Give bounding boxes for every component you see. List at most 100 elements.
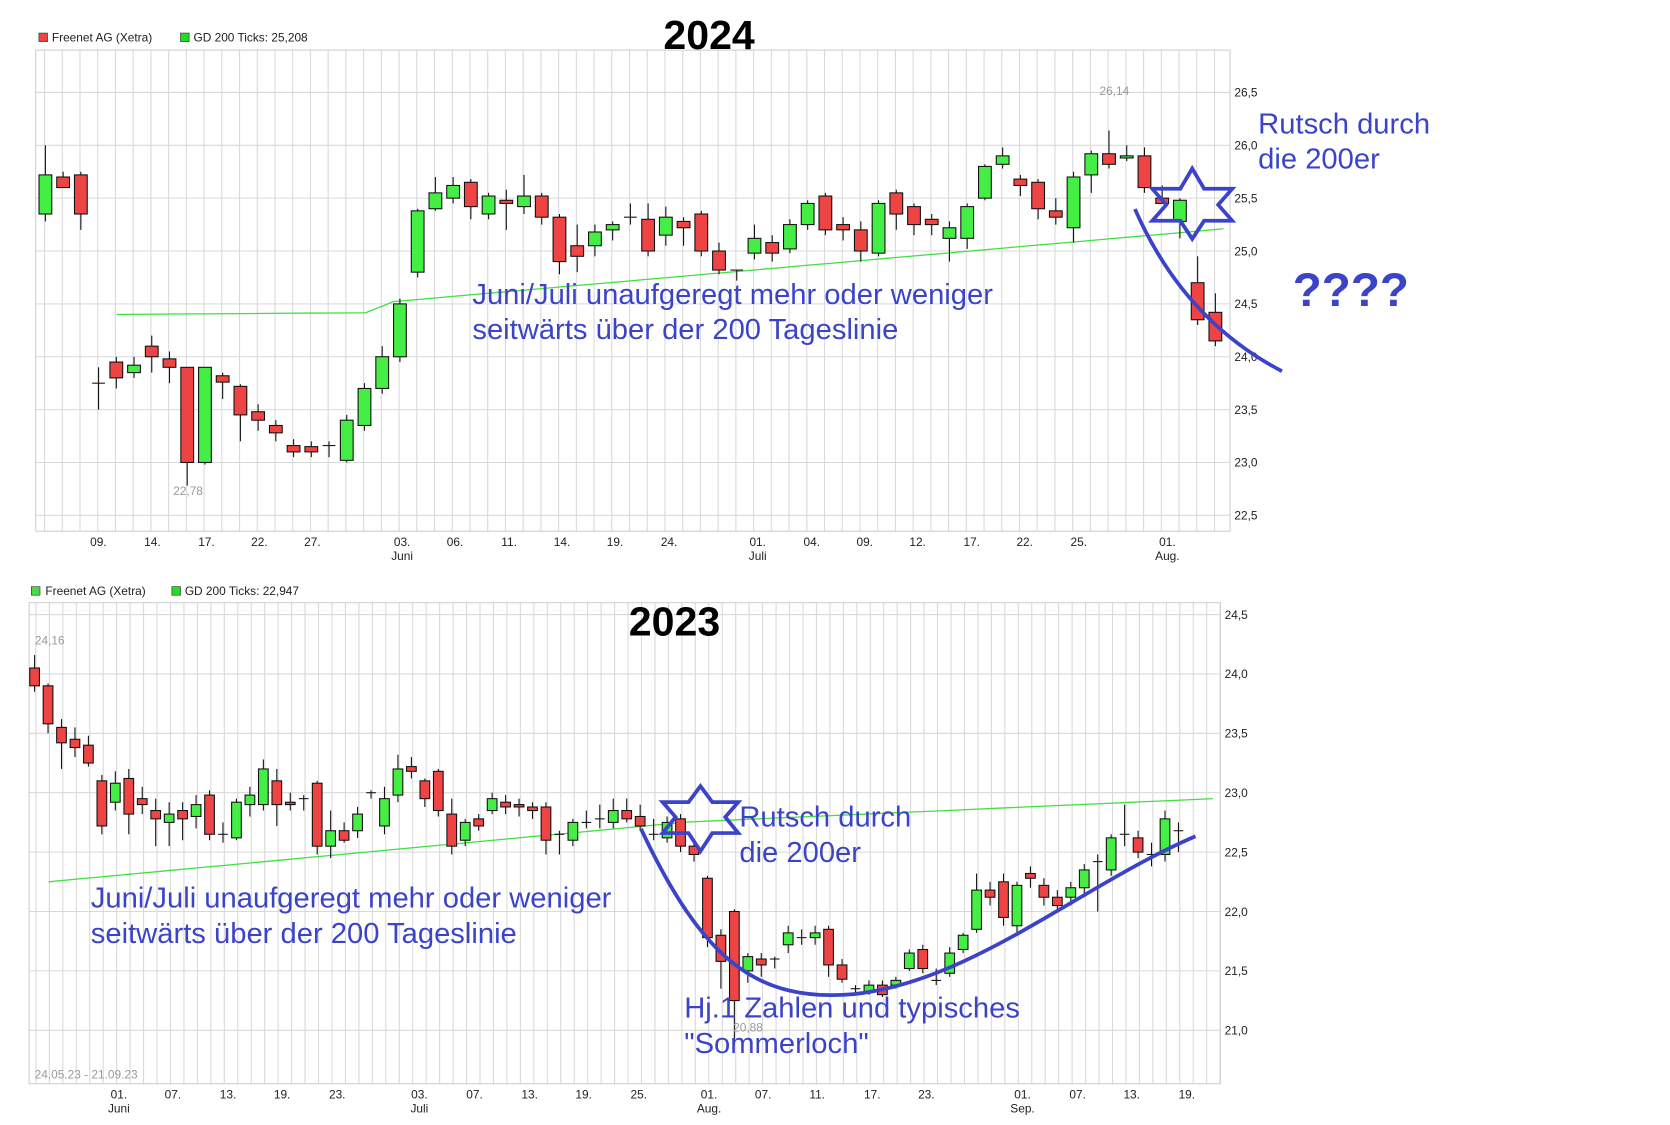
y-tick-label: 26,5 (1234, 86, 1258, 100)
candle-down (1031, 181, 1046, 210)
candle-down (641, 218, 656, 252)
candle-down (500, 801, 511, 808)
y-tick-label: 23,5 (1234, 403, 1258, 417)
candle-down (534, 195, 549, 218)
candle-up (658, 216, 673, 236)
candle-down (621, 810, 633, 820)
x-tick-label: 19. (575, 1088, 592, 1102)
candle-up (1159, 818, 1171, 856)
top-max-label: 26,14 (1100, 84, 1130, 98)
candle-down (150, 810, 162, 820)
x-tick-label: 09. (90, 535, 107, 549)
x-tick-label: 11. (501, 535, 517, 549)
bottom-chart: Freenet AG (Xetra) GD 200 Ticks: 22,947 … (28, 584, 1249, 1116)
candle-up (231, 801, 242, 839)
candle-down (853, 229, 868, 252)
candle-up (1119, 155, 1134, 159)
candle-down (1038, 884, 1050, 898)
candle-down (984, 889, 996, 898)
y-tick-label: 24,5 (1234, 297, 1258, 311)
candle-up (957, 934, 969, 951)
x-tick-label: 12. (909, 535, 926, 549)
x-tick-label: 25. (631, 1088, 648, 1102)
x-tick-label: 24. (661, 535, 678, 549)
candle-down (406, 766, 417, 772)
legend-swatch-green (31, 586, 41, 596)
bottom-max-label: 24,16 (35, 633, 65, 647)
candle-down (1051, 896, 1063, 907)
x-tick-label: 25. (1070, 535, 1087, 549)
candle-down (446, 813, 458, 847)
candle-up (428, 192, 443, 210)
top-question-marks: ???? (1293, 264, 1409, 317)
bottom-annotation-line2: seitwärts über der 200 Tageslinie (91, 918, 517, 950)
candle-up (588, 231, 602, 247)
bottom-annotation-line1: Juni/Juli unaufgeregt mehr oder weniger (91, 883, 612, 915)
y-tick-label: 25,0 (1234, 244, 1258, 258)
candle-down (1025, 872, 1036, 879)
y-tick-label: 25,5 (1234, 191, 1258, 205)
candle-up (446, 184, 461, 199)
candle-up (782, 932, 794, 946)
y-tick-label: 24,0 (1225, 667, 1249, 681)
candle-up (1078, 869, 1090, 889)
candle-down (338, 830, 350, 841)
top-min-label: 22,78 (173, 484, 203, 498)
bottom-hj1-line1: Hj.1 Zahlen und typisches (684, 993, 1020, 1025)
x-tick-label: 17. (198, 535, 215, 549)
x-tick-label: 19. (274, 1088, 291, 1102)
date-range-label: 24.05.23 - 21.09.23 (35, 1067, 138, 1081)
candle-down (755, 958, 767, 966)
top-drop-curve (1133, 208, 1283, 373)
month-label: Aug. (697, 1102, 721, 1116)
month-label: Sep. (1010, 1102, 1034, 1116)
x-tick-label: 13. (220, 1088, 237, 1102)
candle-up (783, 224, 797, 250)
x-tick-label: 01. (1014, 1088, 1031, 1102)
candle-down (702, 877, 713, 939)
candle-down (1013, 178, 1028, 186)
x-tick-label: 14. (554, 535, 571, 549)
month-label: Aug. (1155, 549, 1179, 563)
candle-up (38, 174, 53, 215)
candle-down (180, 366, 195, 464)
top-x-axis: 09. 14. 17. 22. 27. 03. 06. 11. 14. 19. 24. 01. 04. 0… (90, 535, 1179, 563)
bottom-legend: Freenet AG (Xetra) GD 200 Ticks: 22,947 (31, 584, 299, 598)
candle-up (607, 810, 619, 823)
x-tick-label: 04. (804, 535, 821, 549)
candle-down (56, 176, 71, 189)
bottom-ma200-line (48, 797, 1213, 883)
legend-gd200: GD 200 Ticks: 25,208 (193, 31, 308, 45)
candle-down (56, 726, 67, 744)
candle-down (42, 685, 54, 725)
candle-up (1084, 153, 1099, 176)
candle-down (304, 446, 319, 453)
candle-down (634, 815, 646, 827)
x-tick-label: 13. (521, 1088, 538, 1102)
x-tick-label: 23. (329, 1088, 346, 1102)
bottom-min-label: 20,88 (733, 1021, 763, 1035)
bottom-plot-frame (28, 602, 1221, 1085)
bottom-u-curve (639, 828, 1197, 997)
top-rutsch-line1: Rutsch durch (1258, 108, 1430, 140)
candle-down (917, 948, 929, 970)
candle-up (375, 356, 390, 389)
candle-down (1102, 153, 1116, 165)
month-label: Juli (410, 1102, 428, 1116)
candle-up (977, 165, 992, 199)
candle-down (540, 806, 552, 841)
top-y-axis: 26,526,025,525,024,524,023,523,022,5 (1234, 86, 1258, 523)
candle-down (69, 738, 81, 749)
x-tick-label: 11. (809, 1088, 825, 1102)
candle-up (517, 195, 531, 208)
candle-down (83, 744, 94, 764)
candle-down (570, 245, 585, 257)
candle-up (127, 364, 141, 374)
top-chart-grid (35, 50, 1231, 532)
x-tick-label: 01. (111, 1088, 128, 1102)
x-tick-label: 22. (251, 535, 268, 549)
candle-down (73, 174, 88, 215)
y-tick-label: 21,0 (1225, 1024, 1249, 1038)
candle-down (552, 216, 567, 263)
candle-up (800, 202, 815, 226)
